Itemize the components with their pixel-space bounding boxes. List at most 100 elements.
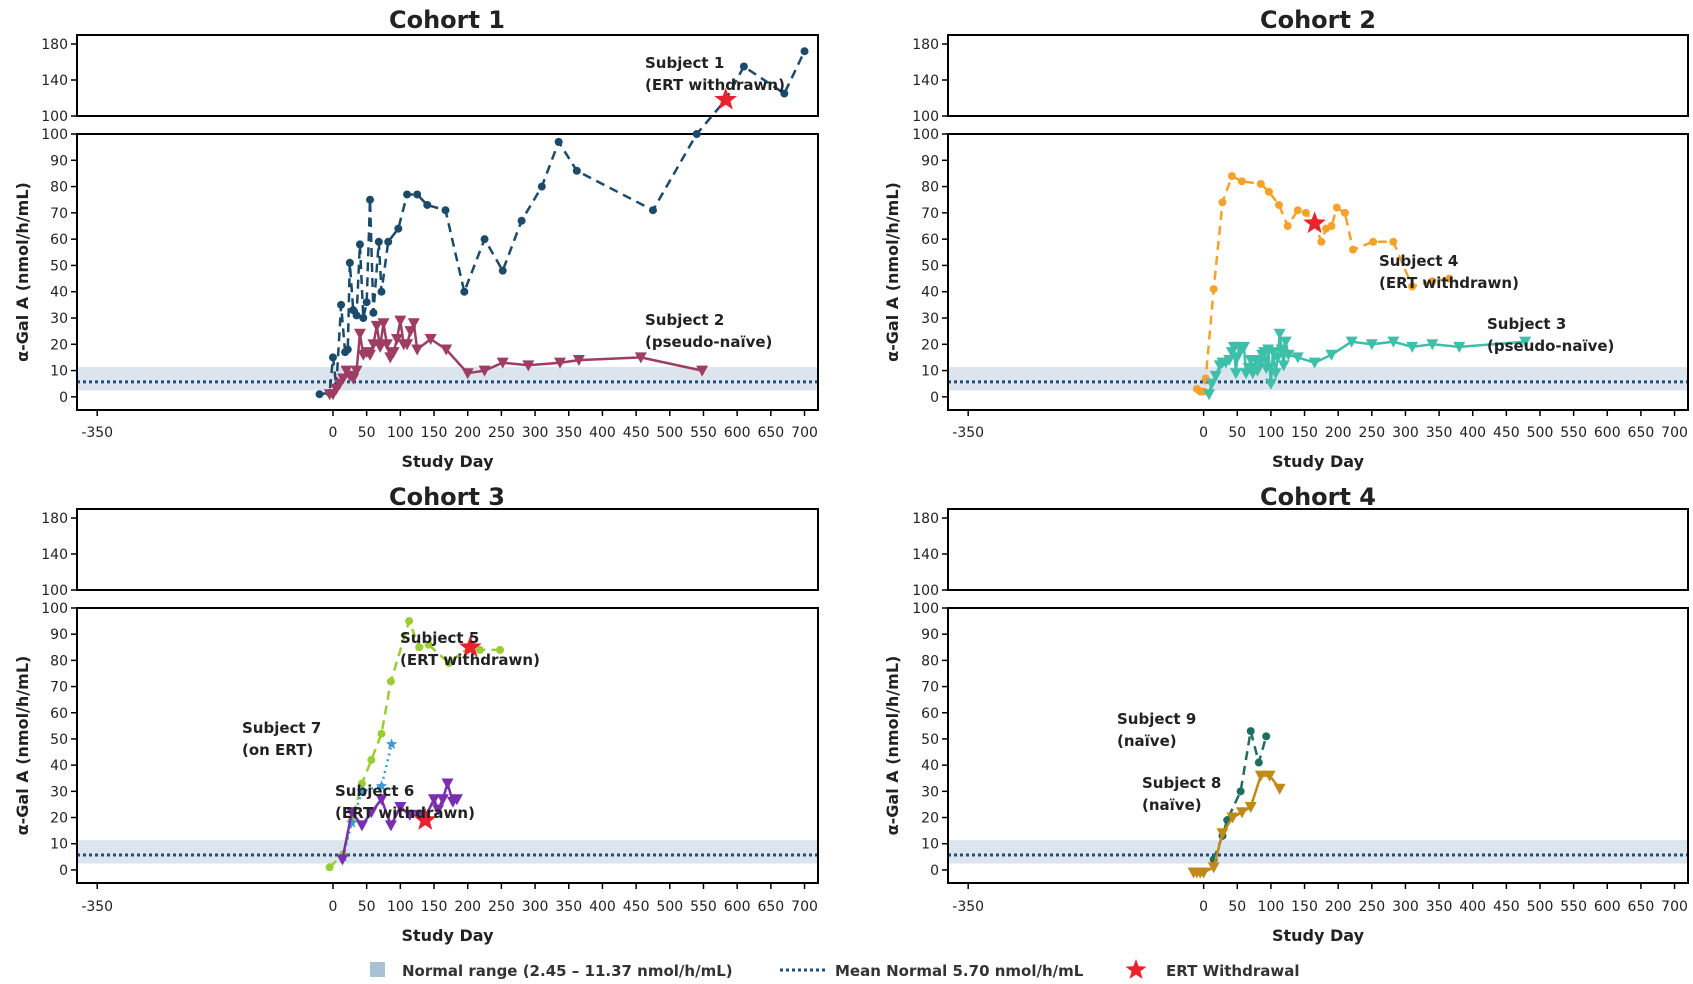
cohort-panel-4: Cohort 4 0 10 20 30 40 50 60 70 80 90 100 100 140 180 -… — [883, 483, 1689, 945]
data-point — [350, 365, 363, 377]
x-tick-label: 100 — [1258, 899, 1285, 915]
x-tick-label: 550 — [1560, 899, 1587, 915]
x-tick-label: 250 — [1358, 425, 1385, 441]
y-tick-label: 30 — [921, 784, 939, 800]
data-point — [517, 216, 526, 225]
cohort-panel-3: Cohort 3 0 10 20 30 40 50 60 70 80 90 100 100 140 180 -… — [13, 483, 819, 945]
annotation-subject: Subject 4 — [1379, 252, 1458, 270]
normal-range-band — [77, 840, 818, 864]
data-point — [436, 794, 449, 806]
data-point — [1209, 370, 1222, 382]
data-point — [480, 235, 489, 244]
data-point — [336, 854, 349, 866]
ert-withdrawal-star-icon — [1125, 959, 1147, 979]
legend-normal-range: Normal range (2.45 – 11.37 nmol/h/mL) — [402, 962, 733, 980]
x-tick-label: 200 — [454, 425, 481, 441]
data-point — [1428, 277, 1437, 286]
y-tick-label: 40 — [921, 758, 939, 774]
annotation-status: (pseudo-naïve) — [645, 333, 772, 351]
data-point — [1273, 328, 1286, 340]
y-tick-label: 180 — [912, 37, 939, 53]
data-point — [345, 807, 358, 819]
x-tick-label: 600 — [1594, 899, 1621, 915]
data-point — [1282, 349, 1295, 361]
x-tick-label: 350 — [1426, 425, 1453, 441]
y-tick-label: 80 — [921, 653, 939, 669]
panel-title: Cohort 4 — [1260, 483, 1376, 511]
annotation-subject: Subject 5 — [400, 629, 479, 647]
data-point — [496, 645, 505, 654]
x-tick-label: 150 — [1291, 899, 1318, 915]
data-point — [377, 287, 386, 296]
data-point — [1207, 862, 1220, 874]
data-point — [739, 62, 748, 71]
data-point — [522, 360, 535, 372]
y-tick-label: 180 — [912, 511, 939, 527]
data-point — [1293, 206, 1302, 215]
data-point — [355, 820, 368, 832]
normal-range-band — [948, 840, 1688, 864]
data-point — [1325, 349, 1338, 361]
data-point — [428, 794, 441, 806]
data-point — [424, 334, 437, 346]
normal-range-swatch — [370, 962, 385, 977]
x-tick-label: 200 — [454, 899, 481, 915]
y-tick-label: 10 — [50, 364, 68, 380]
data-point — [1408, 282, 1417, 291]
y-axis-label: α-Gal A (nmol/h/mL) — [883, 656, 902, 836]
x-tick-label: 350 — [555, 899, 582, 915]
data-point — [1218, 198, 1227, 207]
data-point — [390, 334, 403, 346]
data-point — [386, 677, 395, 686]
y-tick-label: 100 — [912, 601, 939, 617]
data-point — [369, 308, 378, 317]
y-tick-label: 80 — [50, 653, 68, 669]
data-point — [537, 182, 546, 191]
data-point — [384, 820, 397, 832]
data-point — [362, 298, 371, 307]
y-tick-label: 0 — [59, 390, 68, 406]
y-tick-label: 10 — [921, 837, 939, 853]
y-tick-label: 100 — [912, 109, 939, 125]
data-point — [357, 779, 366, 788]
x-tick-label: 700 — [791, 899, 818, 915]
y-tick-label: 60 — [921, 706, 939, 722]
y-tick-label: 0 — [930, 390, 939, 406]
x-tick-label: 400 — [1459, 425, 1486, 441]
data-point — [450, 794, 463, 806]
y-tick-label: 20 — [921, 337, 939, 353]
data-point — [374, 237, 383, 246]
data-point — [394, 224, 403, 233]
y-tick-label: 60 — [50, 232, 68, 248]
data-point — [1235, 807, 1248, 819]
data-point — [1251, 365, 1264, 377]
data-point — [325, 863, 334, 872]
ert-withdrawal-star — [459, 635, 482, 657]
y-tick-label: 100 — [41, 583, 68, 599]
data-point — [1301, 208, 1310, 217]
data-point — [1348, 245, 1357, 254]
annotation-status: (ERT withdrawn) — [400, 651, 540, 669]
data-point — [411, 344, 424, 356]
x-tick-label: 200 — [1325, 899, 1352, 915]
x-tick-label: 100 — [387, 425, 414, 441]
upper-axis-box — [947, 508, 1689, 591]
data-point — [404, 326, 417, 338]
data-point — [496, 357, 509, 369]
y-tick-label: 140 — [41, 73, 68, 89]
data-point — [356, 785, 368, 797]
data-point — [413, 190, 422, 199]
y-tick-label: 140 — [41, 547, 68, 563]
y-tick-label: 180 — [41, 511, 68, 527]
y-tick-label: 90 — [50, 627, 68, 643]
x-tick-label: 50 — [358, 425, 376, 441]
x-tick-label: 450 — [1493, 425, 1520, 441]
annotation-status: (ERT withdrawn) — [1379, 274, 1519, 292]
panels: Cohort 10102030405060708090100100140180-… — [13, 6, 1689, 945]
x-tick-label: 50 — [1228, 425, 1246, 441]
data-point — [1262, 732, 1271, 741]
x-tick-label: 150 — [421, 425, 448, 441]
y-tick-label: 20 — [921, 811, 939, 827]
x-tick-label: 550 — [690, 425, 717, 441]
data-point — [648, 206, 657, 215]
